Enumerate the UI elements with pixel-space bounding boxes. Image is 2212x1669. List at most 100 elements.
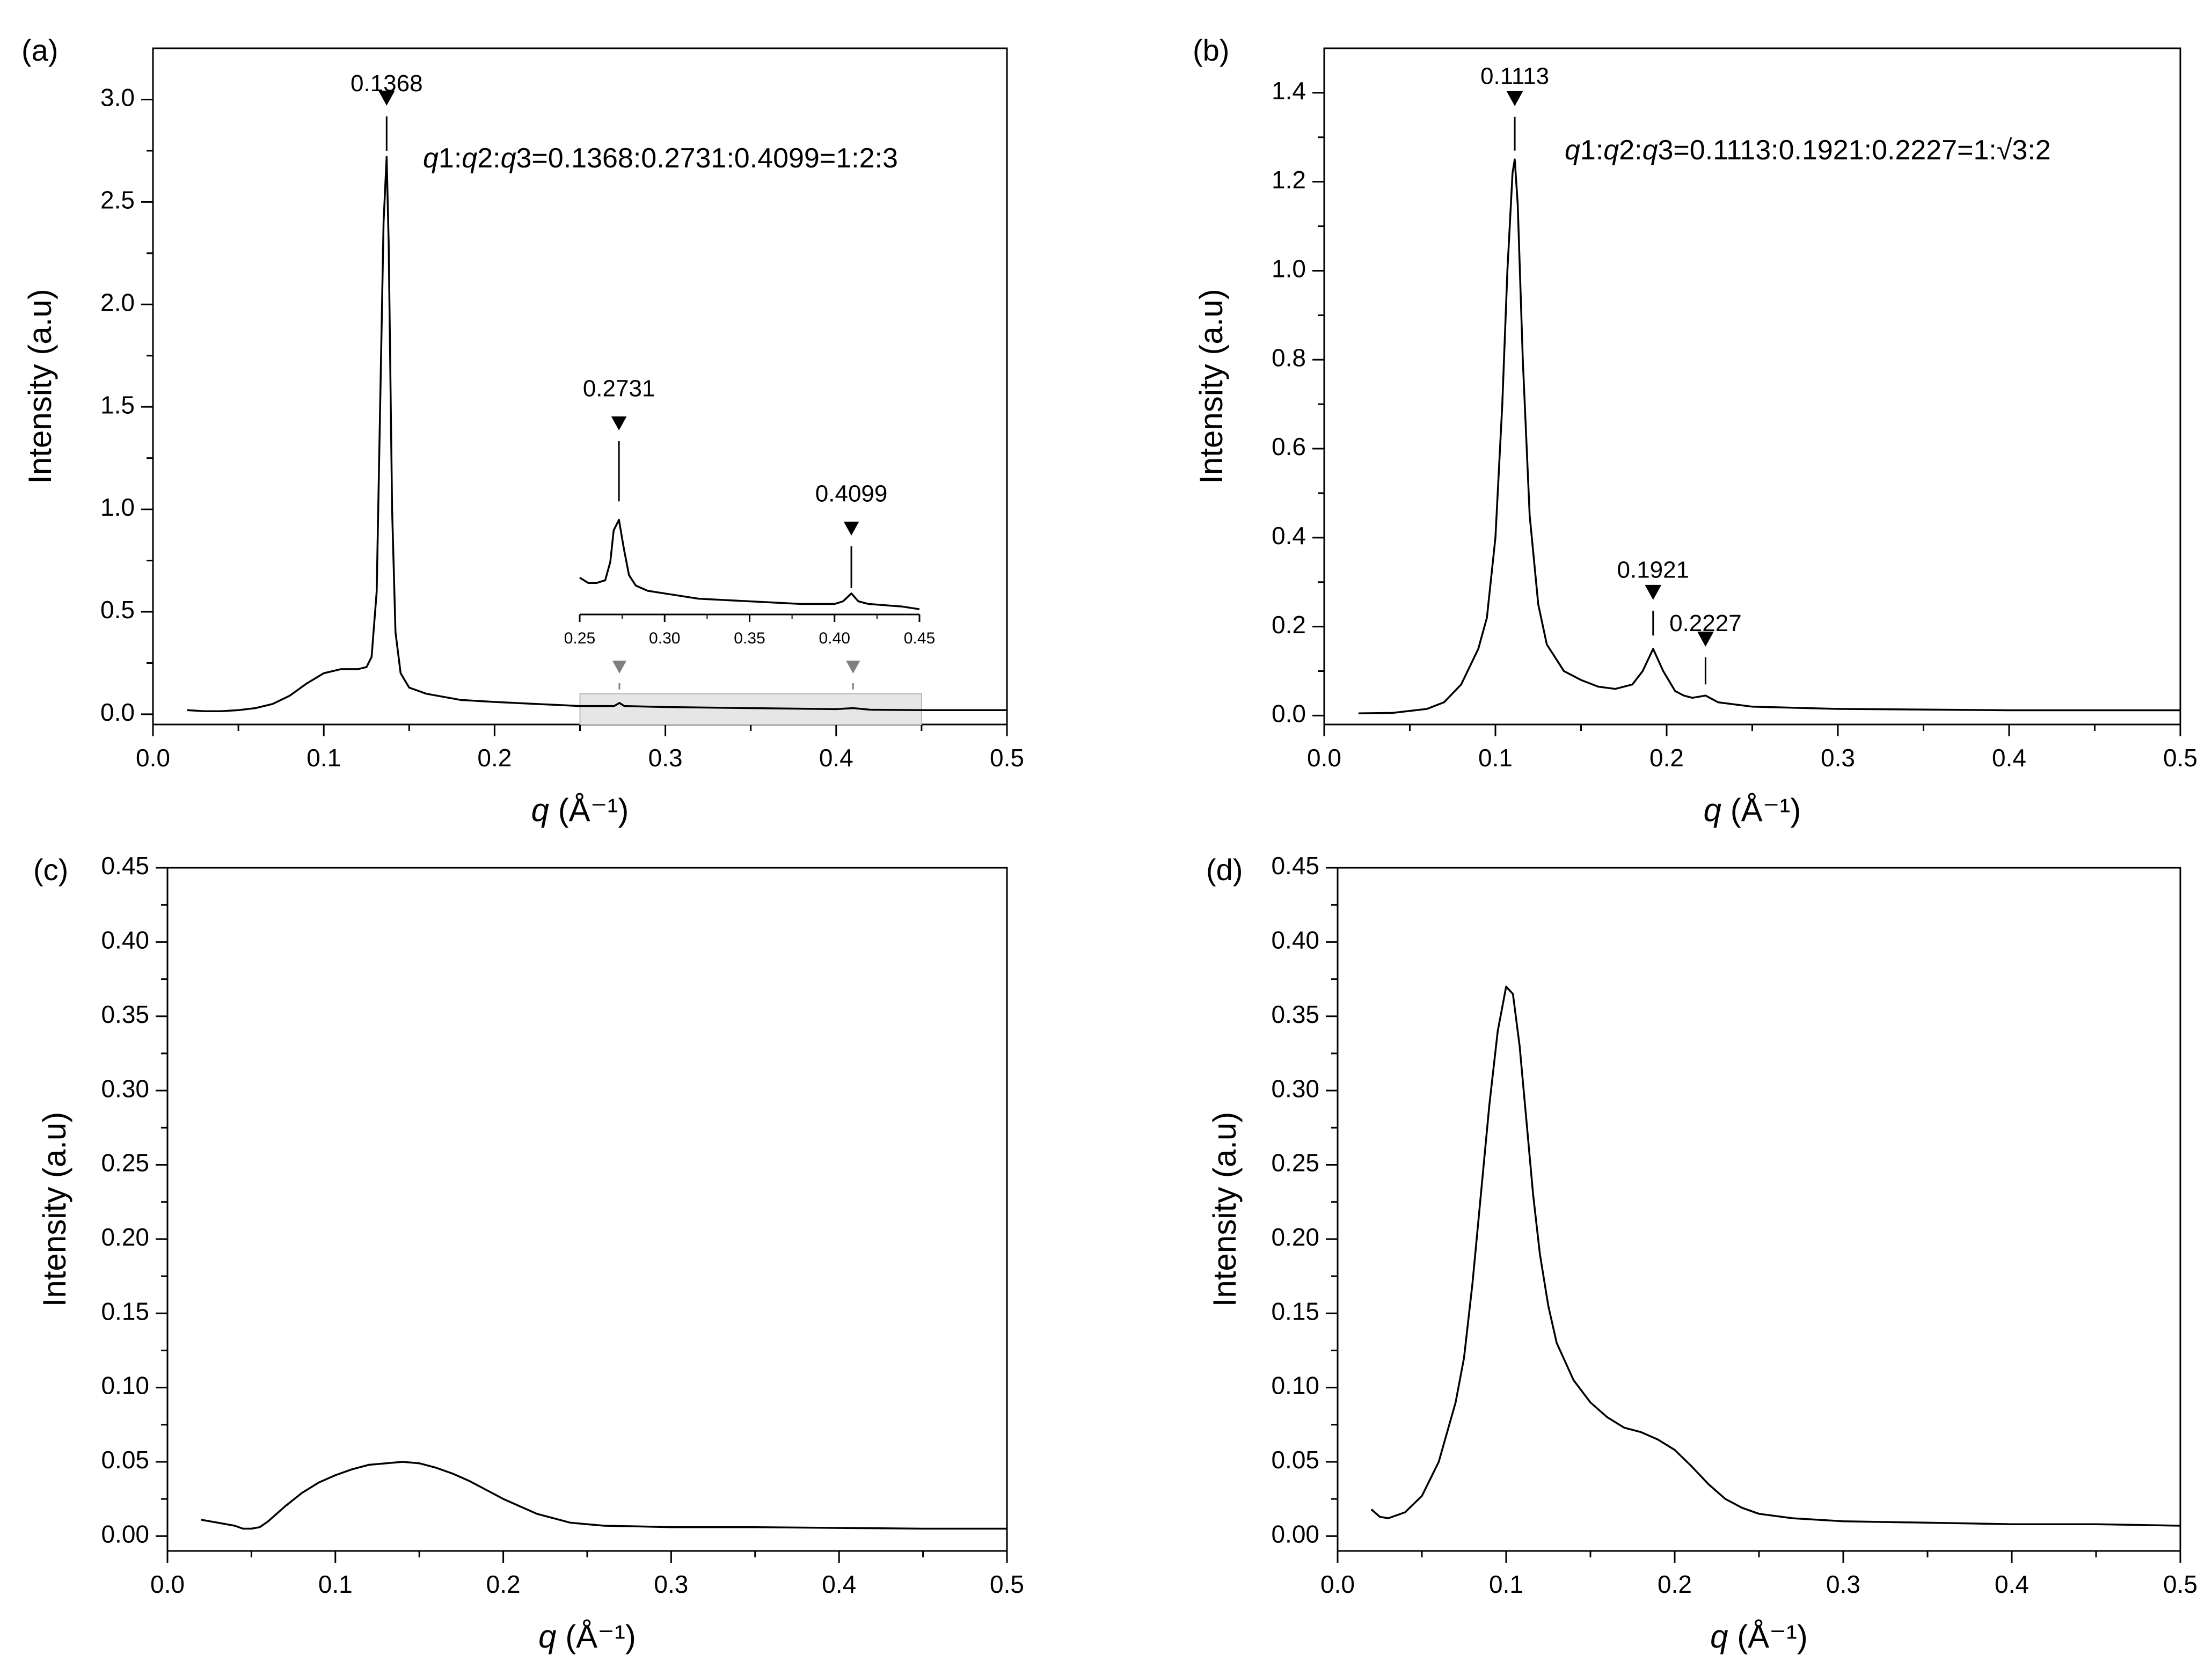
- y-tick-label: 0.45: [101, 852, 149, 880]
- x-tick-label: 0.3: [1821, 744, 1855, 772]
- data-series-line: [1358, 158, 2180, 715]
- x-tick-label: 0.1: [1478, 744, 1513, 772]
- peak-arrow-icon: [1697, 631, 1714, 647]
- inset-x-tick-label: 0.25: [564, 629, 595, 647]
- y-tick-label: 0.6: [1272, 433, 1306, 460]
- x-tick-label: 0.0: [136, 744, 170, 772]
- y-tick-label: 0.10: [1271, 1372, 1319, 1400]
- inset-series-line: [579, 518, 920, 610]
- y-tick-label: 0.00: [1271, 1520, 1319, 1548]
- x-tick-label: 0.2: [477, 744, 512, 772]
- y-tick-label: 2.5: [100, 186, 135, 214]
- y-tick-label: 0.0: [100, 698, 135, 726]
- x-tick-label: 0.4: [1995, 1570, 2029, 1598]
- x-tick-label: 0.4: [1992, 744, 2026, 772]
- x-axis-label: q (Å⁻¹): [531, 792, 629, 828]
- x-tick-label: 0.5: [2163, 1570, 2198, 1598]
- data-series-line: [1370, 985, 2181, 1527]
- x-tick-label: 0.0: [150, 1570, 185, 1598]
- y-tick-label: 0.35: [101, 1000, 149, 1028]
- panel-label: (a): [21, 33, 58, 67]
- y-tick-label: 0.40: [101, 926, 149, 954]
- peak-label: 0.1113: [1480, 63, 1549, 89]
- x-tick-label: 0.4: [819, 744, 853, 772]
- y-tick-label: 0.45: [1271, 852, 1319, 880]
- inset-peak-label: 0.2731: [583, 375, 655, 401]
- data-series-line: [187, 156, 1007, 712]
- panel-label: (b): [1193, 33, 1229, 67]
- y-tick-label: 0.15: [101, 1297, 149, 1325]
- panel-c: (c) 0.0 0.1 0.2 0.3 0.4 0.5 0.00 0.05 0.10 0.15 0.2…: [33, 852, 1024, 1655]
- plot-frame: [1337, 867, 2181, 1552]
- y-tick-label: 0.8: [1272, 343, 1306, 371]
- y-axis-label: Intensity (a.u): [22, 289, 58, 484]
- zoom-guide-arrow-icon: [846, 661, 860, 674]
- inset-peak-label: 0.4099: [815, 480, 888, 507]
- y-tick-label: 1.4: [1272, 77, 1306, 105]
- y-tick-label: 0.30: [101, 1074, 149, 1102]
- peak-label: 0.1368: [351, 70, 423, 97]
- x-tick-label: 0.5: [990, 1570, 1024, 1598]
- x-tick-label: 0.2: [1658, 1570, 1692, 1598]
- inset-x-tick-label: 0.40: [819, 629, 850, 647]
- y-tick-label: 0.00: [101, 1520, 149, 1548]
- x-tick-label: 0.5: [990, 744, 1024, 772]
- y-tick-label: 1.5: [100, 391, 135, 419]
- inset-plot: 0.25 0.30 0.35 0.40 0.45 0.2731 0.4099: [564, 375, 935, 690]
- peak-ratio-text: q1:q2:q3=0.1368:0.2731:0.4099=1:2:3: [423, 143, 898, 174]
- inset-x-tick-label: 0.45: [904, 629, 935, 647]
- y-tick-label: 0.25: [1271, 1149, 1319, 1177]
- y-tick-label: 0.05: [1271, 1446, 1319, 1474]
- y-tick-label: 0.20: [1271, 1223, 1319, 1251]
- x-axis-label: q (Å⁻¹): [538, 1619, 636, 1655]
- x-tick-label: 0.0: [1320, 1570, 1355, 1598]
- y-tick-label: 0.40: [1271, 926, 1319, 954]
- y-tick-label: 0.30: [1271, 1074, 1319, 1102]
- zoom-region-highlight: [579, 693, 922, 726]
- inset-x-tick-label: 0.30: [649, 629, 680, 647]
- y-tick-label: 0.25: [101, 1149, 149, 1177]
- y-tick-label: 2.0: [100, 288, 135, 316]
- y-tick-label: 0.10: [101, 1372, 149, 1400]
- x-axis-label: q (Å⁻¹): [1704, 792, 1801, 828]
- y-tick-label: 0.20: [101, 1223, 149, 1251]
- zoom-guide-arrow-icon: [612, 661, 627, 674]
- inset-x-tick-label: 0.35: [734, 629, 765, 647]
- x-tick-label: 0.0: [1307, 744, 1341, 772]
- panel-label: (d): [1206, 853, 1243, 887]
- inset-peak-arrow-icon: [611, 416, 627, 430]
- y-tick-label: 0.15: [1271, 1297, 1319, 1325]
- x-tick-label: 0.3: [1826, 1570, 1860, 1598]
- x-tick-label: 0.1: [306, 744, 341, 772]
- peak-arrow-icon: [1645, 584, 1662, 600]
- y-tick-label: 0.35: [1271, 1000, 1319, 1028]
- inset-peak-arrow-icon: [843, 522, 859, 536]
- y-tick-label: 3.0: [100, 84, 135, 112]
- x-tick-label: 0.5: [2163, 744, 2198, 772]
- y-tick-label: 1.0: [100, 493, 135, 521]
- x-tick-label: 0.3: [654, 1570, 688, 1598]
- x-axis-label: q (Å⁻¹): [1710, 1619, 1808, 1655]
- y-axis-label: Intensity (a.u): [1207, 1112, 1243, 1307]
- panel-a: (a) 0.0 0.1 0.2 0.3 0.4 0.5 0.0 0.5 1.0 1.5 2.0 2.5 3…: [21, 33, 1024, 828]
- y-axis-label: Intensity (a.u): [1193, 289, 1229, 484]
- y-tick-label: 1.2: [1272, 166, 1306, 194]
- peak-label: 0.2227: [1669, 610, 1742, 636]
- y-tick-label: 0.2: [1272, 611, 1306, 639]
- x-tick-label: 0.2: [1649, 744, 1684, 772]
- data-series-line: [201, 1461, 1007, 1530]
- y-tick-label: 0.4: [1272, 522, 1306, 550]
- x-tick-label: 0.1: [1489, 1570, 1523, 1598]
- y-axis-label: Intensity (a.u): [36, 1112, 72, 1307]
- x-tick-label: 0.1: [318, 1570, 353, 1598]
- panel-label: (c): [33, 853, 68, 887]
- y-tick-label: 0.05: [101, 1446, 149, 1474]
- peak-arrow-icon: [1506, 91, 1523, 106]
- panel-d: (d) 0.0 0.1 0.2 0.3 0.4 0.5 0.00 0.05 0.10 0.15 0.2…: [1206, 852, 2198, 1655]
- plot-frame: [166, 867, 1008, 1552]
- panel-b: (b) 0.0 0.1 0.2 0.3 0.4 0.5 0.0 0.2 0.4 0.6 0.8 1.0 1…: [1193, 33, 2198, 828]
- x-tick-label: 0.4: [822, 1570, 856, 1598]
- y-tick-label: 0.0: [1272, 700, 1306, 728]
- peak-arrow-icon: [378, 90, 395, 106]
